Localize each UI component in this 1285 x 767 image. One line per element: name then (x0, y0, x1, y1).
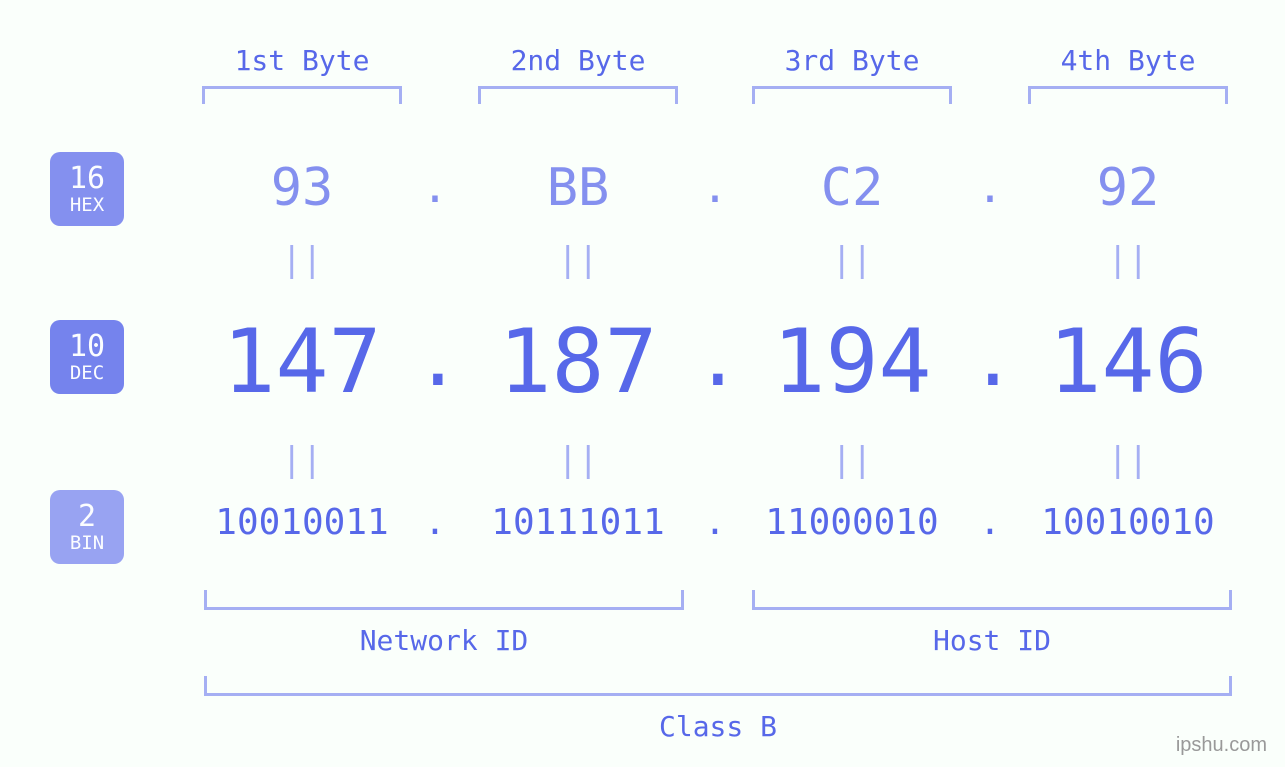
hex-dot-2: . (695, 162, 735, 213)
bin-dot-3: . (970, 502, 1010, 543)
bin-dot-1: . (415, 502, 455, 543)
hex-dot-1: . (415, 162, 455, 213)
badge-bin-num: 2 (78, 502, 96, 532)
hex-byte-1: 93 (172, 158, 432, 218)
dec-dot-2: . (695, 314, 735, 403)
dec-byte-2: 187 (448, 310, 708, 413)
network-id-label: Network ID (204, 624, 684, 657)
bin-dot-2: . (695, 502, 735, 543)
eq-dec-bin-4: || (1098, 440, 1158, 480)
bin-byte-1: 10010011 (172, 502, 432, 543)
dec-dot-1: . (415, 314, 455, 403)
byte-header-4: 4th Byte (1028, 44, 1228, 77)
badge-hex: 16 HEX (50, 152, 124, 226)
byte-bracket-4 (1028, 86, 1228, 104)
badge-bin: 2 BIN (50, 490, 124, 564)
bin-byte-3: 11000010 (722, 502, 982, 543)
network-id-bracket (204, 590, 684, 610)
dec-byte-4: 146 (998, 310, 1258, 413)
badge-hex-num: 16 (69, 164, 105, 194)
eq-dec-bin-3: || (822, 440, 882, 480)
eq-dec-bin-1: || (272, 440, 332, 480)
badge-dec-num: 10 (69, 332, 105, 362)
eq-hex-dec-3: || (822, 240, 882, 280)
hex-byte-2: BB (448, 158, 708, 218)
bin-byte-2: 10111011 (448, 502, 708, 543)
class-label: Class B (204, 710, 1232, 743)
dec-dot-3: . (970, 314, 1010, 403)
badge-dec-label: DEC (70, 364, 104, 383)
badge-dec: 10 DEC (50, 320, 124, 394)
host-id-bracket (752, 590, 1232, 610)
byte-header-1: 1st Byte (202, 44, 402, 77)
byte-bracket-1 (202, 86, 402, 104)
hex-dot-3: . (970, 162, 1010, 213)
byte-header-2: 2nd Byte (478, 44, 678, 77)
eq-hex-dec-1: || (272, 240, 332, 280)
watermark: ipshu.com (1176, 734, 1267, 757)
byte-bracket-2 (478, 86, 678, 104)
eq-dec-bin-2: || (548, 440, 608, 480)
hex-byte-3: C2 (722, 158, 982, 218)
dec-byte-1: 147 (172, 310, 432, 413)
host-id-label: Host ID (752, 624, 1232, 657)
eq-hex-dec-2: || (548, 240, 608, 280)
class-bracket (204, 676, 1232, 696)
badge-hex-label: HEX (70, 196, 104, 215)
hex-byte-4: 92 (998, 158, 1258, 218)
bin-byte-4: 10010010 (998, 502, 1258, 543)
badge-bin-label: BIN (70, 534, 104, 553)
byte-bracket-3 (752, 86, 952, 104)
byte-header-3: 3rd Byte (752, 44, 952, 77)
eq-hex-dec-4: || (1098, 240, 1158, 280)
dec-byte-3: 194 (722, 310, 982, 413)
